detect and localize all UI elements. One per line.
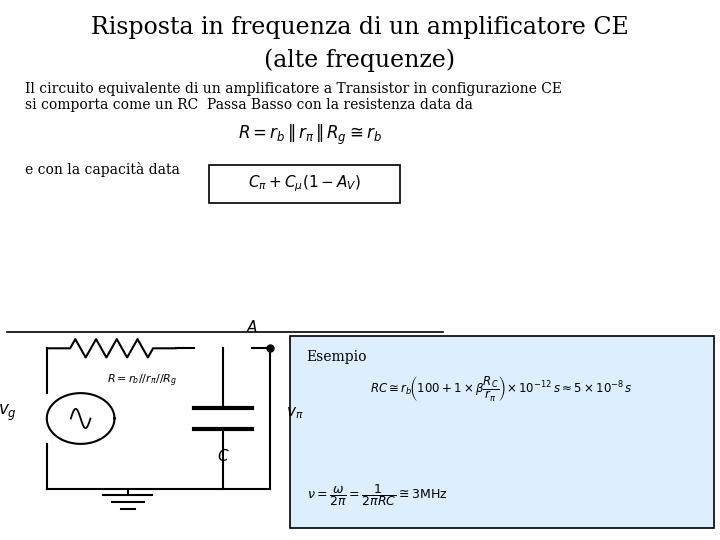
Text: $\nu = \dfrac{\omega}{2\pi} = \dfrac{1}{2\pi RC} \cong 3\mathrm{MHz}$: $\nu = \dfrac{\omega}{2\pi} = \dfrac{1}{… (307, 482, 447, 508)
Text: $A$: $A$ (246, 319, 258, 335)
FancyBboxPatch shape (290, 336, 714, 528)
Text: $RC \cong r_b\!\left(100 + 1 \times \beta \dfrac{R_C}{r_{\pi}}\right)\!\times 10: $RC \cong r_b\!\left(100 + 1 \times \bet… (370, 374, 634, 403)
Text: $v_{\pi}$: $v_{\pi}$ (286, 405, 303, 421)
Text: e con la capacità data: e con la capacità data (25, 162, 180, 177)
Text: si comporta come un RC  Passa Basso con la resistenza data da: si comporta come un RC Passa Basso con l… (25, 98, 473, 112)
FancyBboxPatch shape (209, 165, 400, 202)
Text: $v_g$: $v_g$ (0, 403, 17, 423)
Text: $R=r_b//r_{\pi}//R_g$: $R=r_b//r_{\pi}//R_g$ (107, 373, 177, 389)
Text: Il circuito equivalente di un amplificatore a Transistor in configurazione CE: Il circuito equivalente di un amplificat… (25, 82, 562, 96)
Text: Esempio: Esempio (307, 350, 367, 365)
Text: (alte frequenze): (alte frequenze) (264, 49, 456, 72)
Text: $R = r_b \, \| \, r_{\pi} \, \| \, R_g \cong r_b$: $R = r_b \, \| \, r_{\pi} \, \| \, R_g \… (238, 123, 382, 147)
Text: $C_{\pi} + C_{\mu}(1-A_V)$: $C_{\pi} + C_{\mu}(1-A_V)$ (248, 173, 361, 194)
Text: Risposta in frequenza di un amplificatore CE: Risposta in frequenza di un amplificator… (91, 16, 629, 39)
Text: $C$: $C$ (217, 448, 230, 464)
